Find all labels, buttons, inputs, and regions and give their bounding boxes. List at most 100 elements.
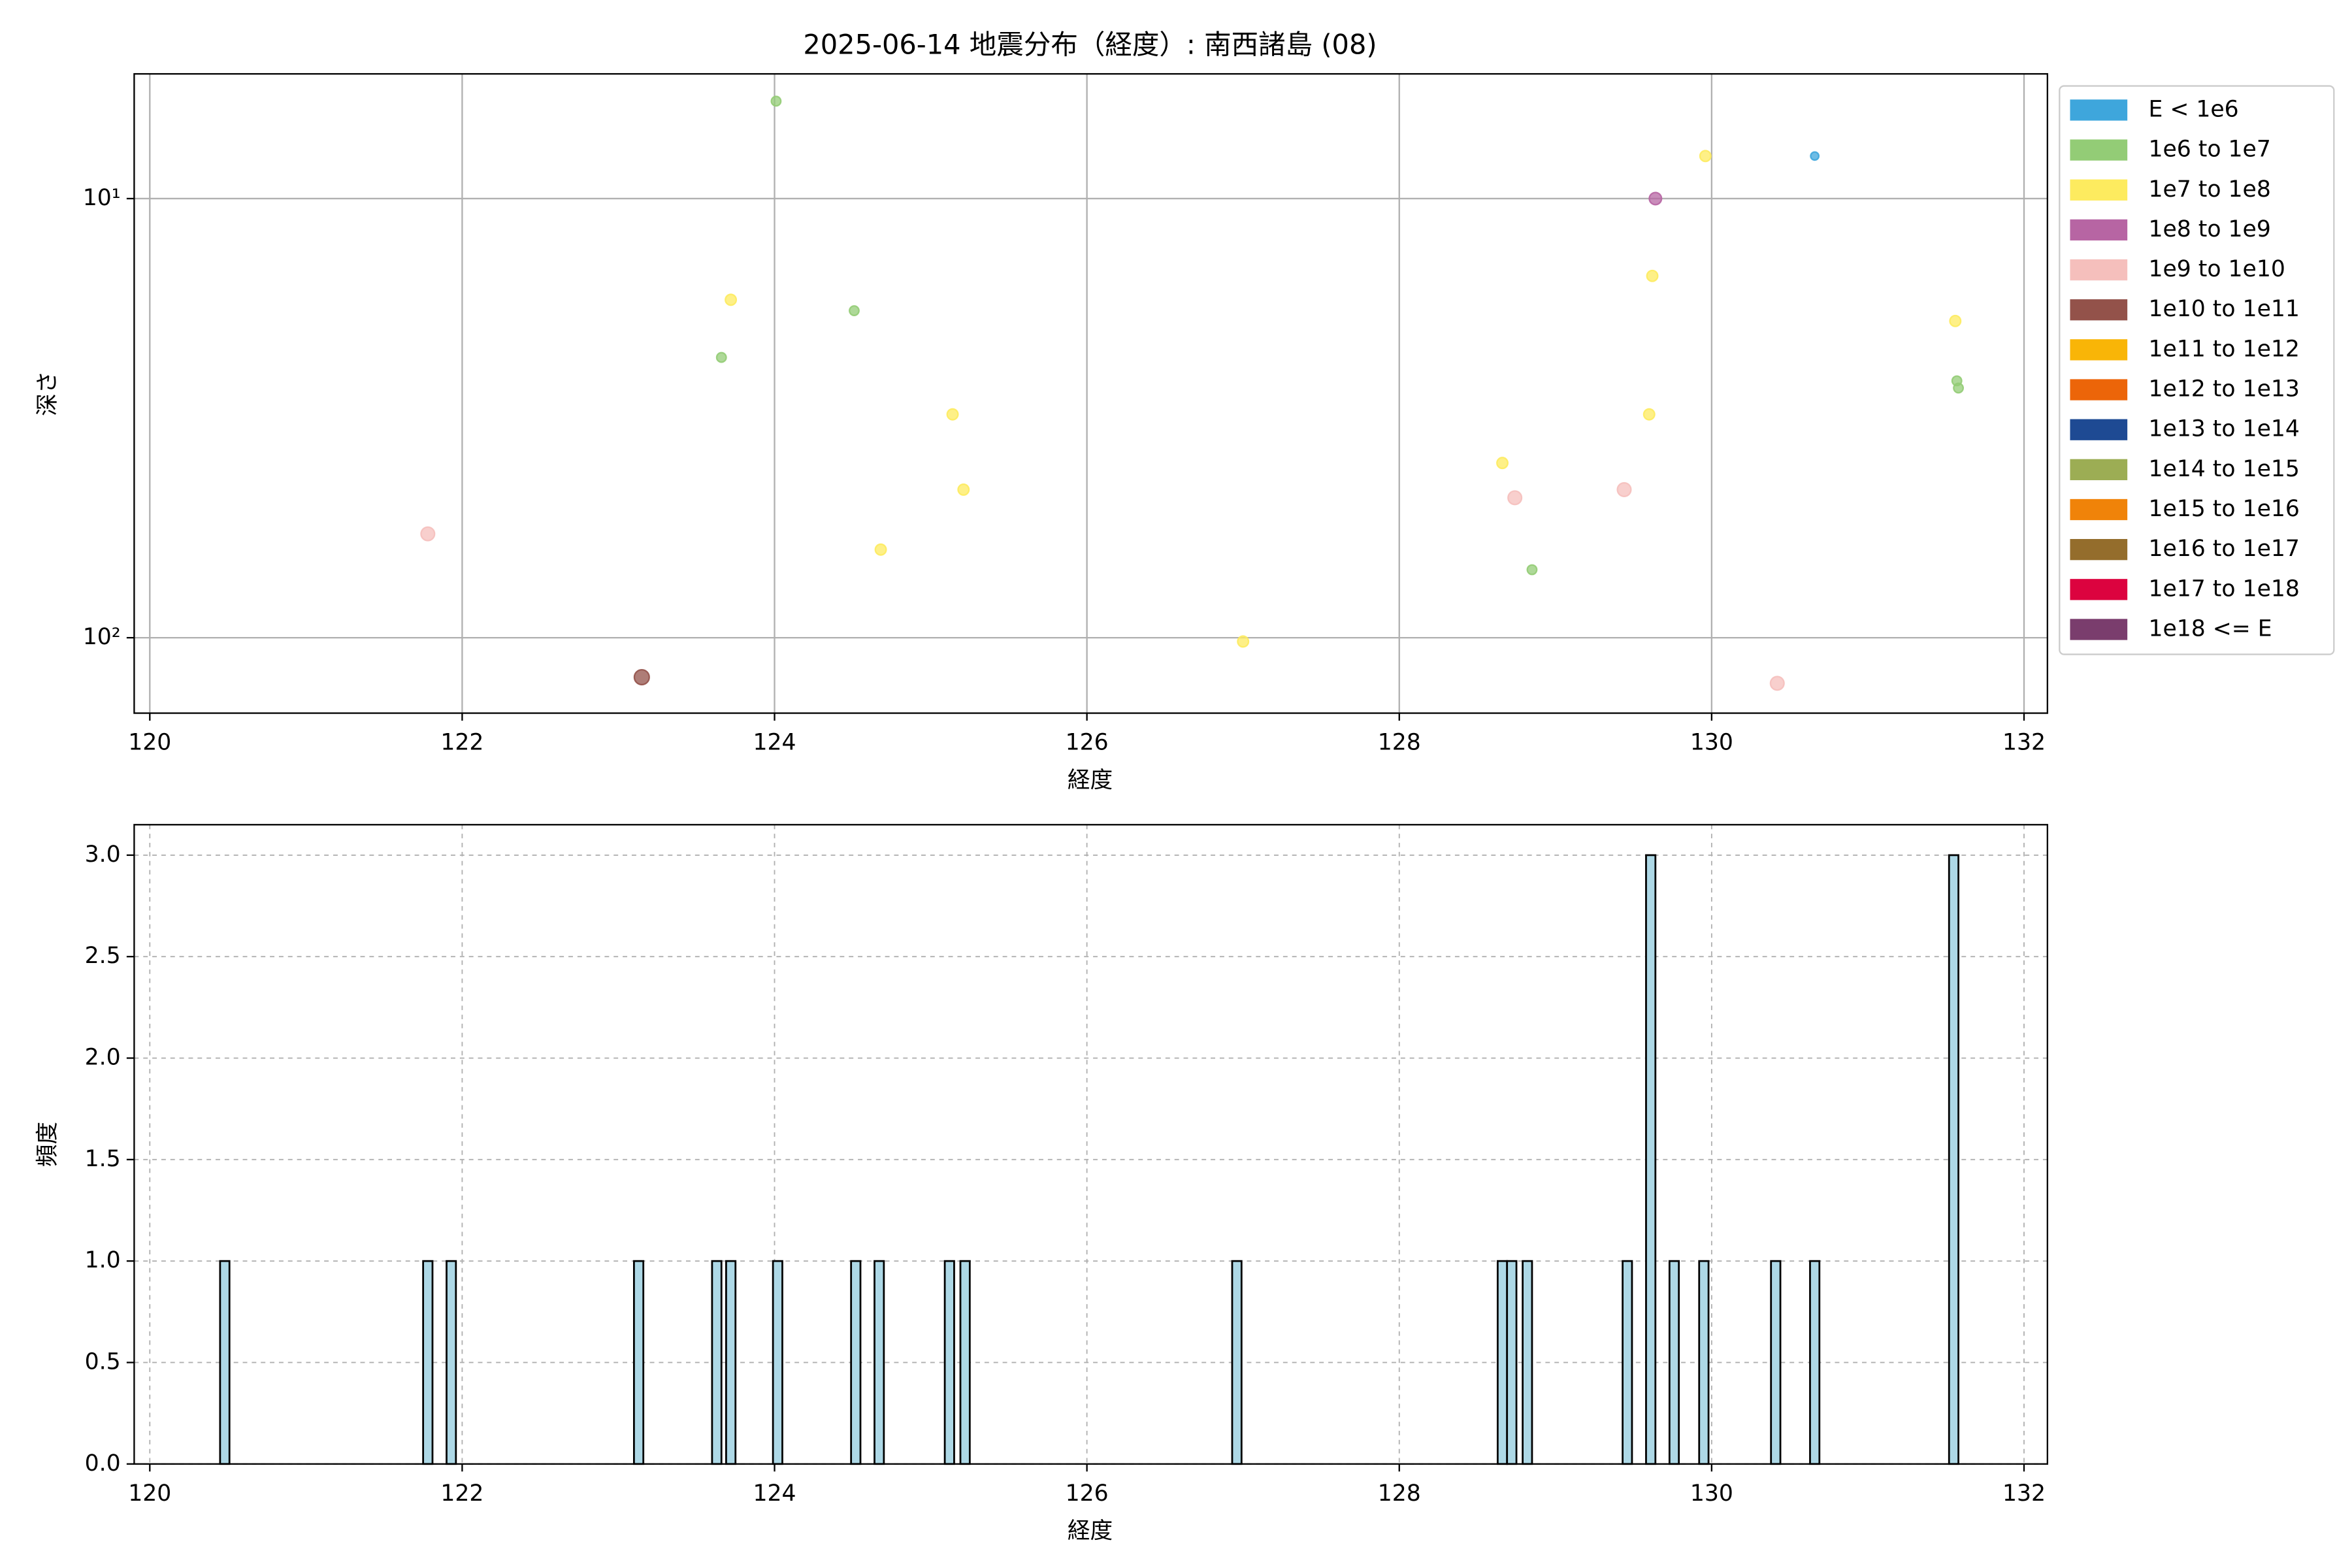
chart-title: 2025-06-14 地震分布（経度）: 南西諸島 (08) xyxy=(803,29,1377,61)
bar xyxy=(1522,1260,1533,1465)
legend-box xyxy=(2059,85,2335,655)
bar xyxy=(959,1260,971,1465)
legend-swatch xyxy=(2070,619,2128,640)
y-tick-label: 10¹ xyxy=(83,185,121,211)
point xyxy=(1496,457,1509,470)
bar xyxy=(711,1260,723,1465)
bar xyxy=(1506,1260,1518,1465)
x-tick-label: 128 xyxy=(1378,1480,1421,1507)
x-tick-label: 132 xyxy=(2002,730,2046,756)
bar xyxy=(874,1260,885,1465)
point xyxy=(1616,482,1632,497)
point xyxy=(1507,490,1523,506)
legend-label: 1e12 to 1e13 xyxy=(2148,376,2299,402)
y-tick-label: 0.5 xyxy=(85,1348,121,1375)
bar xyxy=(446,1260,457,1465)
legend-label: 1e13 to 1e14 xyxy=(2148,416,2299,442)
y-tick-label: 0.0 xyxy=(85,1450,121,1477)
legend-swatch xyxy=(2070,419,2128,440)
point xyxy=(957,483,970,496)
legend-swatch xyxy=(2070,139,2128,161)
bar xyxy=(1668,1260,1680,1465)
bar xyxy=(1622,1260,1633,1465)
legend-label: 1e17 to 1e18 xyxy=(2148,576,2299,602)
point xyxy=(849,305,860,316)
point xyxy=(946,408,959,421)
legend-swatch xyxy=(2070,299,2128,321)
x-tick-label: 124 xyxy=(753,1480,796,1507)
legend-label: 1e7 to 1e8 xyxy=(2148,176,2270,203)
legend-label: 1e16 to 1e17 xyxy=(2148,536,2299,562)
legend-label: 1e8 to 1e9 xyxy=(2148,216,2270,242)
x-axis-label: 経度 xyxy=(1068,1518,1113,1544)
point xyxy=(725,293,738,306)
point xyxy=(1699,150,1712,163)
y-tick-label: 2.5 xyxy=(85,943,121,969)
legend-swatch xyxy=(2070,219,2128,241)
bar xyxy=(772,1260,783,1465)
bar xyxy=(1948,854,1959,1465)
y-tick-label: 10² xyxy=(83,624,121,650)
bar xyxy=(219,1260,231,1465)
legend-label: 1e14 to 1e15 xyxy=(2148,456,2299,482)
point xyxy=(1810,151,1820,161)
x-tick-label: 130 xyxy=(1690,730,1733,756)
bar xyxy=(1231,1260,1243,1465)
legend-label: 1e10 to 1e11 xyxy=(2148,296,2299,322)
point xyxy=(1237,635,1250,648)
point xyxy=(1953,382,1965,394)
bar xyxy=(1698,1260,1710,1465)
legend-swatch xyxy=(2070,339,2128,361)
y-tick-label: 3.0 xyxy=(85,841,121,868)
x-tick-label: 122 xyxy=(440,1480,483,1507)
point xyxy=(633,668,650,686)
bar xyxy=(1496,1260,1509,1465)
y-tick-label: 1.5 xyxy=(85,1146,121,1172)
x-tick-label: 126 xyxy=(1066,1480,1109,1507)
point xyxy=(770,95,782,107)
x-tick-label: 126 xyxy=(1066,730,1109,756)
x-axis-label: 経度 xyxy=(1068,767,1113,793)
legend-label: 1e15 to 1e16 xyxy=(2148,496,2299,522)
point xyxy=(874,543,887,556)
legend-label: 1e6 to 1e7 xyxy=(2148,137,2270,163)
bar xyxy=(1770,1260,1782,1465)
point xyxy=(715,351,727,363)
y-tick-label: 1.0 xyxy=(85,1247,121,1273)
legend-label: E < 1e6 xyxy=(2148,96,2238,122)
legend-swatch xyxy=(2070,539,2128,561)
plot-frame xyxy=(133,73,2048,714)
x-tick-label: 128 xyxy=(1378,730,1421,756)
bar xyxy=(725,1260,737,1465)
bar xyxy=(1645,854,1657,1465)
bar xyxy=(943,1260,955,1465)
x-tick-label: 120 xyxy=(128,730,171,756)
bar xyxy=(632,1260,645,1465)
bar xyxy=(850,1260,862,1465)
x-tick-label: 132 xyxy=(2002,1480,2046,1507)
point xyxy=(1648,191,1663,206)
legend-swatch xyxy=(2070,379,2128,400)
point xyxy=(1642,408,1656,421)
x-tick-label: 120 xyxy=(128,1480,171,1507)
bar xyxy=(422,1260,434,1465)
x-tick-label: 124 xyxy=(753,730,796,756)
legend-label: 1e18 <= E xyxy=(2148,615,2272,642)
y-axis-label: 深さ xyxy=(35,371,61,416)
legend-label: 1e9 to 1e10 xyxy=(2148,256,2285,282)
point xyxy=(1526,564,1538,576)
point xyxy=(1949,314,1962,327)
legend-swatch xyxy=(2070,579,2128,600)
legend-swatch xyxy=(2070,99,2128,121)
legend-swatch xyxy=(2070,179,2128,201)
x-tick-label: 130 xyxy=(1690,1480,1733,1507)
x-tick-label: 122 xyxy=(440,730,483,756)
legend-swatch xyxy=(2070,498,2128,521)
legend-swatch xyxy=(2070,259,2128,281)
legend-swatch xyxy=(2070,459,2128,480)
point xyxy=(1769,676,1785,691)
point xyxy=(420,526,436,542)
